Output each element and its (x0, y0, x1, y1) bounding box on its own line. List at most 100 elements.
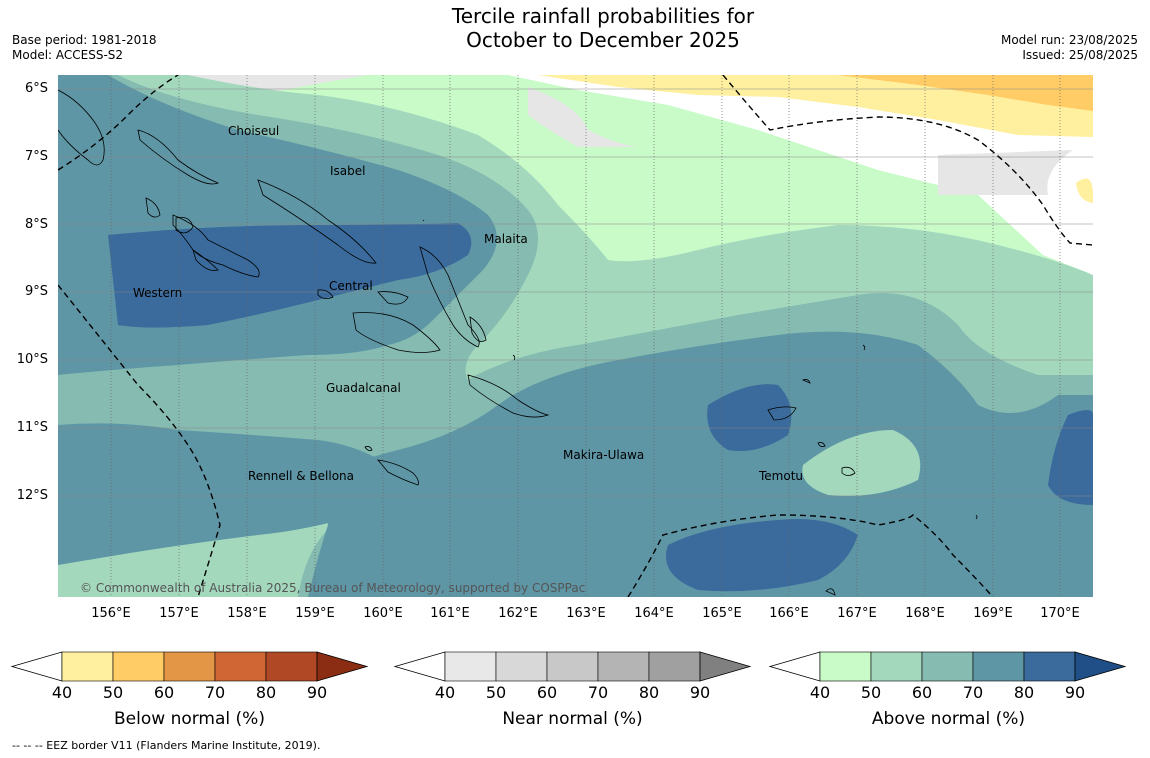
lon-label: 157°E (159, 606, 199, 621)
colorbar-tick-label: 60 (153, 683, 175, 702)
colorbar-tick-label: 50 (485, 683, 507, 702)
province-label-rennell-bellona: Rennell & Bellona (248, 469, 354, 483)
copyright-notice: © Commonwealth of Australia 2025, Bureau… (80, 581, 585, 595)
santa-cruz-outline (767, 406, 797, 421)
model-name: Model: ACCESS-S2 (12, 48, 124, 62)
longitude-gridlines (110, 75, 1061, 597)
colorbar-tick-label: 80 (255, 683, 277, 702)
bougainville-outline (58, 89, 105, 166)
base-period: Base period: 1981-2018 (12, 33, 157, 47)
colorbar-tick-label: 40 (51, 683, 73, 702)
colorbar-tick-label: 60 (536, 683, 558, 702)
region-near-40-mid (528, 87, 638, 147)
rainfall-probability-map: Choiseul Isabel Malaita Western Central … (58, 75, 1093, 597)
rennell-outline (377, 459, 419, 486)
region-above-80-east (1048, 410, 1093, 505)
colorbar-segment (921, 651, 974, 682)
eez-border-se (627, 514, 994, 597)
ontong-java-outline (422, 219, 425, 222)
colorbar-label-below: Below normal (%) (114, 709, 265, 729)
lon-label: 168°E (905, 606, 945, 621)
eez-border-ne (722, 75, 1093, 246)
lat-label: 10°S (16, 352, 48, 367)
colorbar-label-near: Near normal (%) (502, 709, 643, 729)
colorbar-segment (1023, 651, 1076, 682)
colorbar-arrow-low (393, 651, 446, 682)
map-title: Tercile rainfall probabilities for Octob… (0, 4, 1150, 52)
colorbar-segment (870, 651, 923, 682)
eez-border-nw (58, 75, 179, 171)
lat-label: 11°S (16, 420, 48, 435)
colorbar-tick-label: 70 (587, 683, 609, 702)
reef-islands-outline (801, 379, 811, 384)
header-right: Model run: 23/08/2025 Issued: 25/08/2025 (1001, 33, 1138, 63)
colorbar-arrow-high (1074, 651, 1127, 682)
colorbar-segment (444, 651, 497, 682)
province-label-guadalcanal: Guadalcanal (326, 381, 401, 395)
colorbar-tick-label: 70 (204, 683, 226, 702)
lon-label: 160°E (363, 606, 403, 621)
colorbar-near-normal (393, 651, 752, 682)
makira-outline (467, 374, 550, 418)
latitude-gridlines (58, 88, 1093, 497)
eez-borders (58, 75, 1093, 597)
lon-label: 165°E (702, 606, 742, 621)
region-above-80-west (108, 223, 472, 328)
south-malaita-outline (469, 316, 487, 342)
province-label-western: Western (133, 286, 182, 300)
title-line-1: Tercile rainfall probabilities for (451, 4, 755, 28)
colorbar-tick-label: 40 (434, 683, 456, 702)
colorbar-segment (265, 651, 318, 682)
russell-islands-outline (317, 289, 334, 299)
province-label-temotu: Temotu (758, 469, 803, 483)
lat-label: 6°S (24, 81, 48, 96)
colorbar-segment (61, 651, 114, 682)
utupua-outline (817, 442, 826, 447)
lon-label: 162°E (498, 606, 538, 621)
colorbar-arrow-low (768, 651, 821, 682)
province-label-isabel: Isabel (330, 164, 365, 178)
lon-label: 161°E (430, 606, 470, 621)
choiseul-outline (137, 129, 220, 185)
region-above-50-temotu (802, 430, 921, 496)
lat-label: 12°S (16, 488, 48, 503)
sikaiana-outline (512, 354, 516, 361)
lon-label: 167°E (837, 606, 877, 621)
colorbar-arrow-high (699, 651, 752, 682)
lon-label: 164°E (634, 606, 674, 621)
colorbar-segment (597, 651, 650, 682)
region-below-40 (538, 75, 1093, 137)
duff-islands-outline (862, 344, 866, 351)
region-near-40-north (183, 75, 368, 95)
colorbar-above-normal (768, 651, 1127, 682)
region-below-40-east (1076, 178, 1093, 203)
model-run: Model run: 23/08/2025 (1000, 33, 1138, 47)
lon-label: 159°E (295, 606, 335, 621)
colorbar-below-normal (10, 651, 369, 682)
lon-label: 158°E (227, 606, 267, 621)
bellona-outline (364, 446, 373, 451)
colorbar-tick-label: 50 (860, 683, 882, 702)
province-label-choiseul: Choiseul (228, 124, 279, 138)
colorbar-tick-label: 80 (638, 683, 660, 702)
colorbar-tick-label: 90 (1064, 683, 1086, 702)
region-below-50 (838, 75, 1093, 111)
colorbar-tick-label: 90 (689, 683, 711, 702)
vanikoro-outline (841, 466, 856, 476)
colorbar-segment (546, 651, 599, 682)
colorbar-tick-label: 60 (911, 683, 933, 702)
colorbar-segment (495, 651, 548, 682)
colorbar-segment (648, 651, 701, 682)
malaita-outline (419, 246, 480, 348)
title-line-2: October to December 2025 (466, 28, 740, 52)
colorbar-arrow-high (316, 651, 369, 682)
issued-date: Issued: 25/08/2025 (1022, 48, 1138, 62)
lat-label: 8°S (24, 217, 48, 232)
header-left: Base period: 1981-2018 Model: ACCESS-S2 (12, 33, 157, 63)
province-label-makira-ulawa: Makira-Ulawa (563, 448, 644, 462)
colorbar-tick-label: 70 (962, 683, 984, 702)
colorbar-segment (112, 651, 165, 682)
province-label-central: Central (329, 279, 373, 293)
kolombangara-outline (175, 217, 194, 234)
lat-label: 9°S (24, 284, 48, 299)
